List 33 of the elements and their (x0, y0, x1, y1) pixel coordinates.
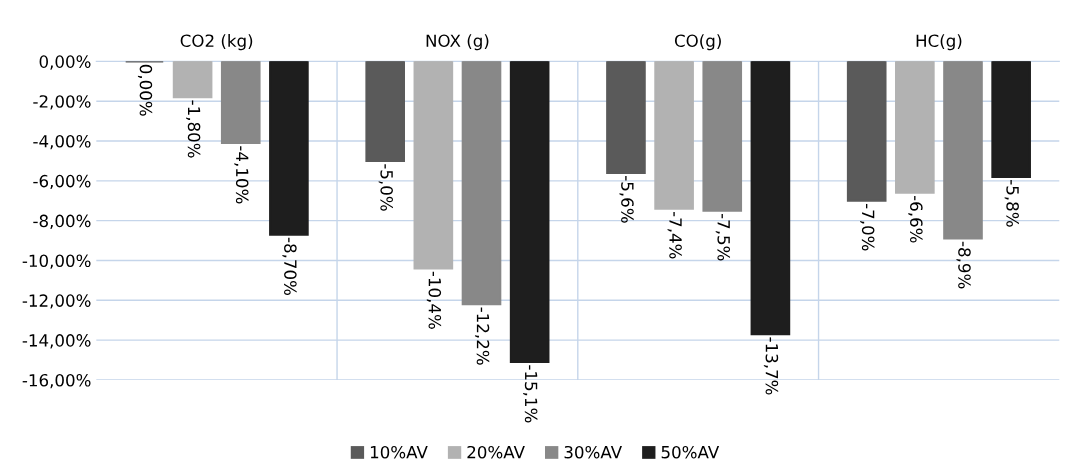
x-tick-label: CO(g) (674, 34, 721, 51)
legend-label: 30%AV (564, 445, 622, 459)
x-tick-label: HC(g) (916, 34, 962, 51)
legend-label: 20%AV (467, 445, 525, 459)
y-tick-label: -6,00% (33, 174, 91, 190)
data-label: -7,5% (715, 213, 731, 261)
x-tick-label: CO2 (kg) (180, 34, 253, 51)
data-label: -12,2% (474, 307, 490, 365)
y-tick-label: -8,00% (33, 214, 91, 229)
y-tick-label: -2,00% (33, 95, 91, 110)
data-label: -13,7% (763, 337, 779, 395)
y-tick-label: 0,00% (39, 55, 91, 70)
data-label: -5,6% (619, 176, 634, 223)
y-tick-label: -12,00% (22, 294, 91, 309)
y-tick-label: -4,00% (33, 134, 91, 150)
legend-label: 50%AV (661, 445, 720, 459)
y-tick-label: -16,00% (22, 373, 91, 389)
data-label: -6,6% (908, 195, 923, 243)
data-label: -7,0% (860, 203, 875, 251)
data-label: -7,4% (667, 211, 682, 259)
data-label: -5,0% (378, 164, 393, 211)
data-label: -15,1% (523, 365, 538, 423)
y-tick-label: -10,00% (22, 254, 91, 269)
data-label: 0,00% (137, 64, 153, 116)
y-tick-label: -14,00% (22, 334, 91, 349)
data-label: -1,80% (186, 100, 201, 158)
data-label: -10,4% (426, 271, 442, 329)
data-label: -8,9% (956, 241, 971, 289)
data-label: -8,70% (282, 237, 297, 296)
x-tick-label: NOX (g) (426, 34, 489, 51)
data-label: -5,8% (1004, 180, 1019, 227)
data-label: -4,10% (234, 146, 249, 204)
legend-label: 10%AV (370, 445, 428, 459)
